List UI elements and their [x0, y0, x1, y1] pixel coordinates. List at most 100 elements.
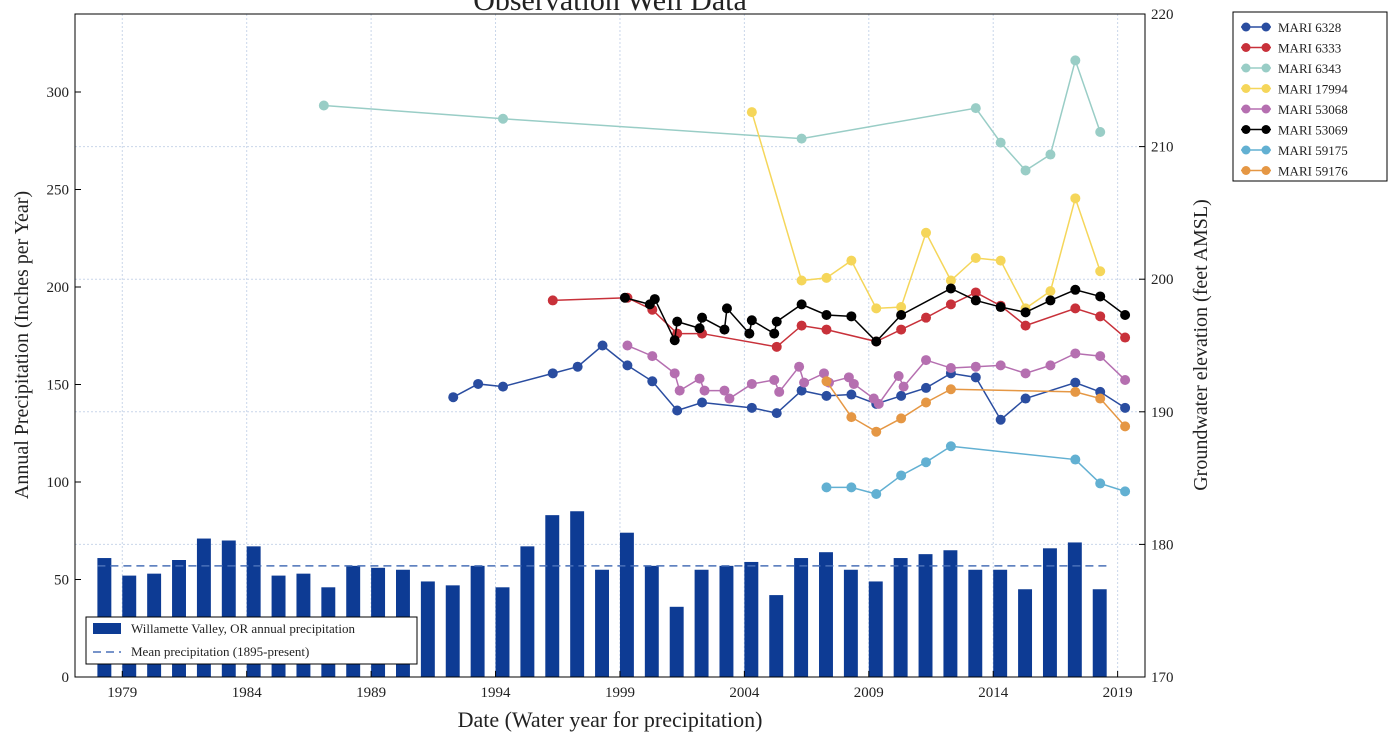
- series-point: [1020, 165, 1031, 176]
- legend-swatch-dot: [1241, 63, 1251, 73]
- series-point: [970, 372, 981, 383]
- x-tick-label: 2009: [854, 685, 884, 701]
- bar: [794, 558, 809, 677]
- series-point: [898, 381, 909, 392]
- series-point: [846, 482, 857, 493]
- series-point: [1020, 307, 1031, 318]
- y-tick-label: 150: [47, 378, 70, 394]
- series-point: [846, 412, 857, 423]
- bar: [1018, 589, 1033, 677]
- series-point: [1120, 486, 1131, 497]
- series-point: [672, 316, 683, 327]
- series-point: [672, 405, 683, 416]
- series-point: [746, 315, 757, 326]
- series-point: [995, 302, 1006, 313]
- x-tick-label: 2014: [978, 685, 1009, 701]
- series-point: [647, 376, 658, 387]
- series-point: [674, 385, 685, 396]
- series-point: [1095, 127, 1106, 138]
- series-point: [821, 324, 832, 335]
- series-point: [970, 361, 981, 372]
- series-point: [1120, 310, 1131, 321]
- legend-label: MARI 6343: [1278, 61, 1341, 76]
- series-point: [893, 370, 904, 381]
- series-point: [821, 376, 832, 387]
- series-point: [871, 426, 882, 437]
- bar: [769, 595, 784, 677]
- series-point: [819, 368, 829, 379]
- series-point: [896, 324, 907, 335]
- legend-box: [85, 616, 418, 665]
- series-point: [921, 227, 932, 238]
- series-point: [697, 312, 708, 323]
- series-point: [796, 299, 807, 310]
- series-point: [1095, 393, 1106, 404]
- series-point: [1045, 149, 1056, 160]
- legend-swatch-dot: [1261, 125, 1271, 134]
- legend-label: Willamette Valley, OR annual precipitati…: [131, 621, 356, 636]
- bar: [893, 558, 908, 677]
- series-point: [771, 316, 782, 327]
- series-point: [1120, 421, 1131, 432]
- series-point: [995, 360, 1006, 371]
- y2-tick-label: 200: [1151, 272, 1174, 288]
- series-point: [1070, 303, 1081, 314]
- bar: [545, 515, 560, 677]
- series-line: [452, 344, 1126, 421]
- bar: [495, 587, 510, 677]
- y-axis-label: Annual Precipitation (Inches per Year): [11, 191, 33, 499]
- series-point: [1095, 291, 1106, 302]
- legend-swatch-dot: [1261, 145, 1271, 155]
- x-tick-label: 1994: [481, 685, 512, 701]
- x-tick-label: 1989: [356, 685, 386, 701]
- series-point: [896, 470, 907, 481]
- y2-tick-label: 190: [1151, 405, 1174, 421]
- series-point: [1095, 311, 1106, 322]
- series-point: [896, 302, 907, 313]
- series-point: [619, 292, 630, 303]
- y-tick-label: 250: [47, 183, 70, 199]
- series-point: [774, 386, 785, 397]
- legend-swatch-dot: [1241, 104, 1251, 114]
- legend-swatch-dot: [1241, 166, 1251, 175]
- series-point: [669, 335, 680, 346]
- series-point: [1020, 393, 1031, 404]
- series-point: [697, 397, 708, 408]
- bar: [669, 606, 684, 677]
- series-line: [825, 380, 1126, 433]
- series-point: [921, 397, 932, 408]
- series-point: [796, 320, 807, 331]
- series-point: [448, 392, 459, 403]
- series-point: [799, 377, 810, 388]
- bar: [1067, 542, 1082, 677]
- legend-swatch-dot: [1241, 84, 1251, 93]
- series-legend: MARI 6328 MARI 6333 MARI 6343 MARI 17994 MAR…: [1232, 11, 1388, 182]
- y2-tick-label: 180: [1151, 537, 1174, 553]
- legend-swatch-dot: [1261, 43, 1271, 52]
- series-point: [945, 363, 956, 374]
- series-point: [746, 378, 757, 389]
- legend-box: [1232, 11, 1388, 182]
- series-point: [769, 328, 780, 339]
- series-point: [1070, 454, 1081, 465]
- series-point: [1020, 368, 1031, 379]
- series-point: [1070, 193, 1081, 204]
- x-tick-label: 2019: [1103, 685, 1133, 701]
- series-line: [552, 291, 1126, 348]
- legend-label: MARI 53068: [1278, 102, 1348, 117]
- bar: [993, 569, 1008, 677]
- series-point: [921, 457, 932, 468]
- bar: [595, 569, 610, 677]
- series-point: [746, 107, 757, 118]
- y2-axis-label: Groundwater elevation (feet AMSL): [1190, 199, 1212, 491]
- bar: [968, 569, 983, 677]
- series-point: [1045, 286, 1056, 297]
- bar: [843, 569, 858, 677]
- y-tick-label: 50: [54, 573, 69, 589]
- bar: [868, 581, 883, 677]
- series-point: [1120, 332, 1131, 343]
- inner-legend: Willamette Valley, OR annual precipitati…: [85, 616, 418, 665]
- legend-label: MARI 59175: [1278, 143, 1348, 158]
